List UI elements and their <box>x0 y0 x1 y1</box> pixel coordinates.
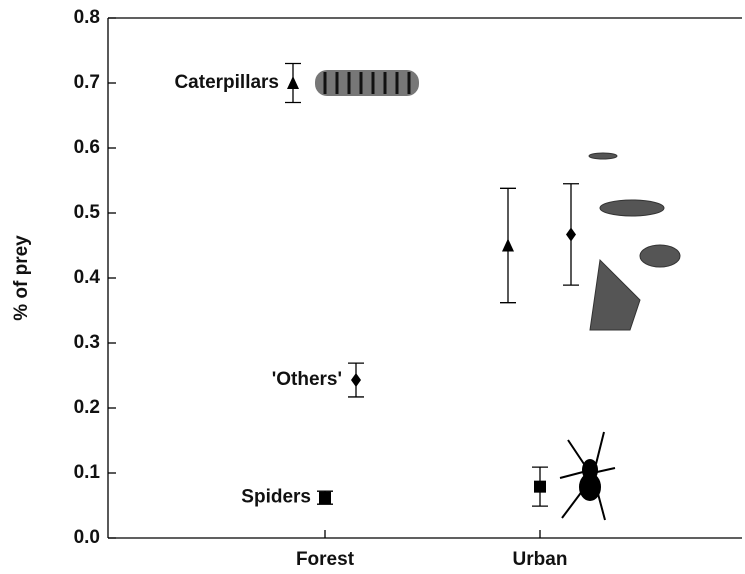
point <box>566 227 576 241</box>
point <box>319 492 331 504</box>
y-tick-label: 0.8 <box>74 7 100 28</box>
x-tick-label: Forest <box>296 549 355 570</box>
point <box>534 481 546 493</box>
series-label: 'Others' <box>272 369 342 390</box>
y-tick-label: 0.1 <box>74 462 101 483</box>
insect-images <box>589 153 680 330</box>
chart: % of prey 0.0 0.1 0.2 0.3 0.4 0.5 0.6 0.7 0.8 For… <box>0 0 745 574</box>
y-axis-label: % of prey <box>11 235 32 321</box>
y-tick-label: 0.3 <box>74 332 100 353</box>
y-tick-label: 0.6 <box>74 137 100 158</box>
series-label: Spiders <box>241 487 311 508</box>
y-tick-label: 0.2 <box>74 397 100 418</box>
y-tick-label: 0.0 <box>74 527 100 548</box>
y-tick-label: 0.5 <box>74 202 101 223</box>
x-tick-label: Urban <box>513 549 568 570</box>
series-label: Caterpillars <box>174 72 279 93</box>
point <box>351 373 361 387</box>
spider-image <box>560 432 615 520</box>
y-tick-label: 0.4 <box>74 267 101 288</box>
point <box>287 76 299 89</box>
caterpillar-image <box>315 70 419 96</box>
y-tick-label: 0.7 <box>74 72 100 93</box>
point <box>502 239 514 252</box>
